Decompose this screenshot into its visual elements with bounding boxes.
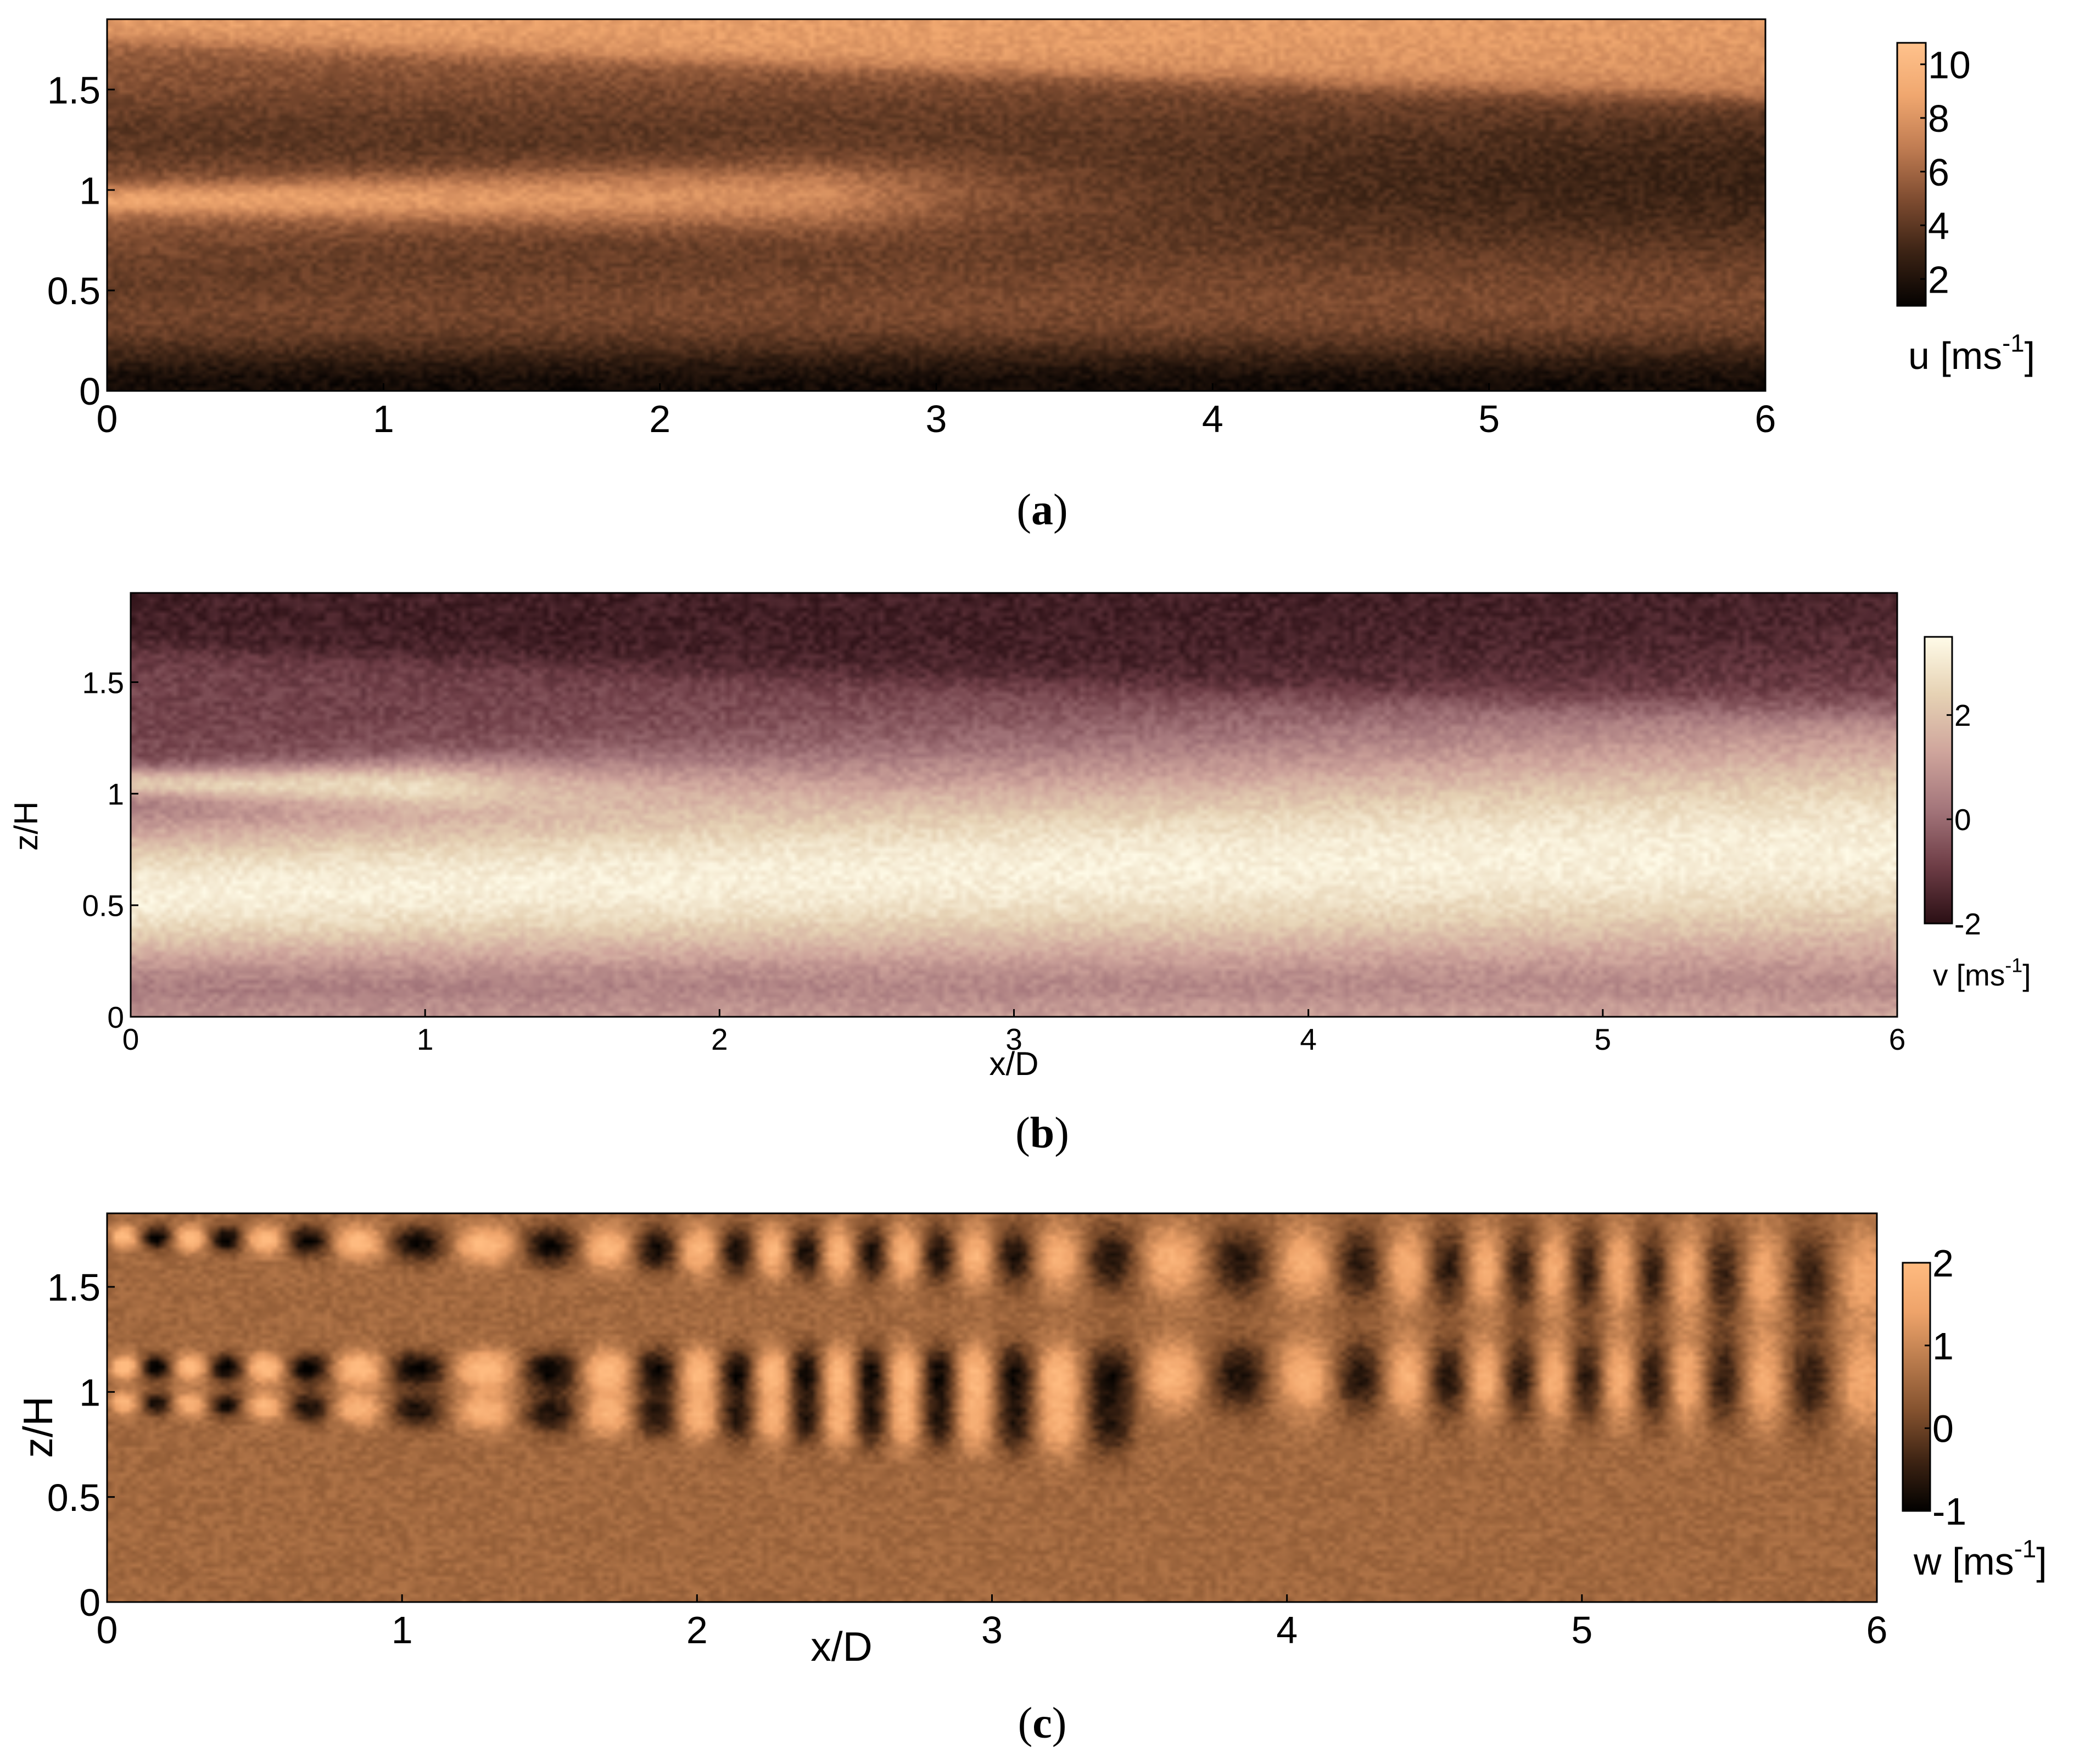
x-tick-label: 6 xyxy=(1755,397,1776,440)
colorbar-tick-label: 0 xyxy=(1954,803,1971,837)
x-tick-label: 1 xyxy=(417,1022,434,1056)
colorbar-tick-label: 1 xyxy=(1932,1325,1954,1368)
x-tick-label: 4 xyxy=(1202,397,1223,440)
x-tick-label: 3 xyxy=(1005,1022,1022,1056)
x-tick-label: 6 xyxy=(1866,1609,1888,1651)
panel-label-b: (b) xyxy=(1015,1109,1069,1157)
panel-label-c: (c) xyxy=(1018,1699,1067,1748)
panel-a: 0 1 2 3 4 5 6 0 0.5 1 1.5 2 4 6 8 10 u [ms-1] (a) xyxy=(47,18,2035,534)
colorbar-tick-label: 2 xyxy=(1928,258,1949,301)
y-axis-label: z/H xyxy=(8,802,44,851)
x-axis-label: x/D xyxy=(810,1623,873,1670)
colorbar-c xyxy=(1902,1262,1931,1512)
colorbar-tick-label: 8 xyxy=(1928,97,1949,140)
x-tick-label: 5 xyxy=(1478,397,1500,440)
x-tick-label: 5 xyxy=(1571,1609,1592,1651)
colorbar-tick-label: 2 xyxy=(1954,698,1971,732)
y-tick-label: 1 xyxy=(79,169,100,212)
panel-b: 0 1 2 3 4 5 6 0 0.5 1 1.5 x/D z/H -2 0 2 v [ms-1] (b) xyxy=(8,592,2031,1157)
y-tick-label: 0 xyxy=(79,370,100,413)
x-tick-label: 2 xyxy=(649,397,670,440)
heatmap-field-b xyxy=(131,593,1897,1017)
colorbar-tick-label: 2 xyxy=(1932,1242,1954,1285)
x-tick-label: 0 xyxy=(97,397,118,440)
colorbar-b xyxy=(1924,636,1953,925)
x-tick-label: 3 xyxy=(981,1609,1003,1651)
colorbar-tick-label: 10 xyxy=(1928,43,1971,86)
x-tick-label: 2 xyxy=(711,1022,728,1056)
y-tick-label: 0 xyxy=(79,1581,100,1624)
y-tick-label: 0.5 xyxy=(47,1476,100,1519)
x-tick-label: 4 xyxy=(1300,1022,1317,1056)
x-tick-label: 3 xyxy=(926,397,947,440)
y-tick-label: 1.5 xyxy=(47,1266,100,1309)
colorbar-label: u [ms-1] xyxy=(1908,329,2035,378)
colorbar-tick-label: 0 xyxy=(1932,1408,1954,1451)
colorbar-a xyxy=(1896,42,1927,307)
heatmap-field-a xyxy=(107,19,1765,391)
x-axis-label: x/D xyxy=(990,1045,1039,1082)
x-tick-label: 0 xyxy=(97,1609,118,1651)
colorbar-tick-label: 4 xyxy=(1928,205,1949,248)
y-tick-label: 1 xyxy=(79,1371,100,1414)
y-tick-label: 0.5 xyxy=(47,270,100,312)
colorbar-tick-label: 6 xyxy=(1928,151,1949,194)
colorbar-tick-label: -1 xyxy=(1932,1490,1966,1533)
y-tick-label: 0.5 xyxy=(82,889,124,923)
x-tick-label: 6 xyxy=(1889,1022,1906,1056)
colorbar-tick-label: -2 xyxy=(1954,907,1981,941)
x-tick-label: 4 xyxy=(1276,1609,1298,1651)
x-tick-label: 1 xyxy=(373,397,394,440)
y-tick-label: 1.5 xyxy=(82,665,124,699)
x-tick-label: 1 xyxy=(392,1609,413,1651)
heatmap-field-c xyxy=(107,1213,1877,1602)
panel-c: 0 1 2 3 4 5 6 0 0.5 1 1.5 x/D z/H -1 0 1 2 w [ms-1] (c) xyxy=(15,1212,2047,1748)
x-tick-label: 0 xyxy=(122,1022,139,1056)
y-tick-label: 1.5 xyxy=(47,69,100,111)
y-tick-label: 0 xyxy=(107,1000,124,1034)
y-axis-label: z/H xyxy=(15,1396,61,1458)
x-tick-label: 5 xyxy=(1595,1022,1612,1056)
panel-label-a: (a) xyxy=(1016,486,1067,534)
y-tick-label: 1 xyxy=(107,777,124,811)
colorbar-label: w [ms-1] xyxy=(1913,1535,2047,1583)
x-tick-label: 2 xyxy=(686,1609,708,1651)
colorbar-label: v [ms-1] xyxy=(1933,954,2031,992)
